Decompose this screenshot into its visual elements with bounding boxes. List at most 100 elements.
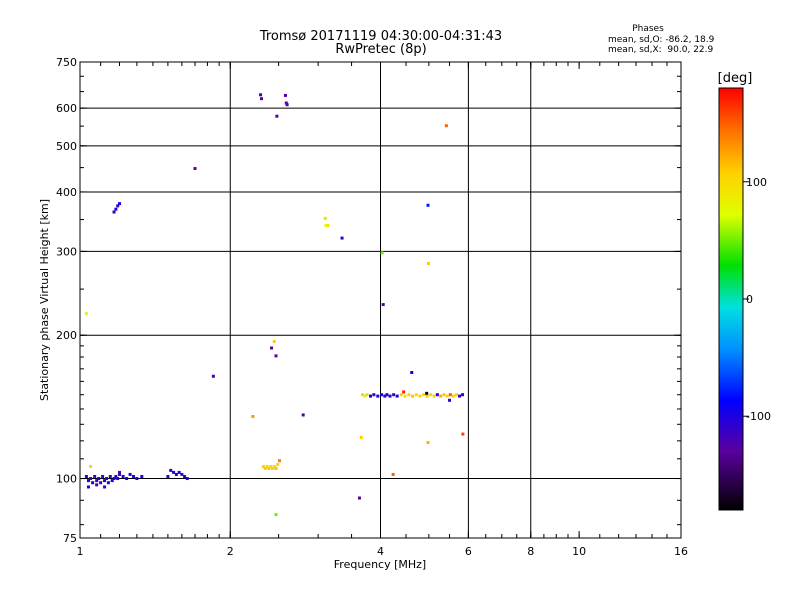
data-point [359,435,363,439]
data-point [275,114,279,118]
data-point [103,485,107,489]
data-point [251,414,255,418]
colorbar-axis: 100 0 -100 [743,176,771,423]
colorbar-tick-label: 0 [746,293,753,306]
data-point [426,203,430,207]
data-point [95,479,99,483]
data-point [193,167,197,171]
data-point [395,394,399,398]
data-point [381,303,385,307]
data-point [270,346,274,350]
data-point [411,394,415,398]
data-point [166,474,170,478]
data-point [461,393,465,397]
data-point [283,93,287,97]
data-point [128,472,132,476]
data-point [425,394,429,398]
data-point [259,93,263,97]
data-point [276,463,280,467]
chart-title: Tromsø 20171119 04:30:00-04:31:43 [259,29,502,44]
data-point [125,477,129,481]
x-tick-label: 6 [465,545,472,558]
data-point [461,432,465,436]
x-tick-label: 8 [527,545,534,558]
data-point [263,466,267,470]
data-point [183,474,187,478]
colorbar-label: [deg] [718,71,753,86]
y-tick-label: 100 [56,473,77,486]
data-point [363,394,367,398]
data-point [99,481,103,485]
data-point [403,394,407,398]
data-point [121,474,125,478]
data-point [418,394,422,398]
x-tick-label: 16 [674,545,688,558]
data-point [103,479,107,483]
data-point [369,394,373,398]
data-point [455,393,459,397]
data-point [429,393,433,397]
data-point [95,483,99,487]
data-point [426,441,430,445]
data-point [444,124,448,128]
data-point [97,477,101,481]
data-point [391,472,395,476]
data-point [114,207,118,211]
phase-box-x-line: mean, sd,X: 90.0, 22.9 [608,45,714,55]
data-point [426,261,430,265]
x-tick-label: 10 [572,545,586,558]
y-axis: 75 100 200 300 400 500 600 750 [56,56,681,545]
data-point [118,472,122,476]
data-point [340,236,344,240]
data-point [140,474,144,478]
data-point [448,398,452,402]
y-tick-label: 600 [56,102,77,115]
phase-box-o-line: mean, sd,O: -86.2, 18.9 [608,35,715,45]
data-point [104,477,108,481]
data-point [132,474,136,478]
data-point [435,393,439,397]
data-point [93,474,97,478]
data-point [383,394,387,398]
data-point [422,393,426,397]
y-tick-label: 75 [63,532,77,545]
chart-subtitle: RwPretec (8p) [335,42,426,57]
data-point [274,513,278,517]
data-point [274,354,278,358]
data-point [357,496,361,500]
x-tick-label: 2 [227,545,234,558]
data-point [414,393,418,397]
data-point [106,481,110,485]
data-point [116,477,120,481]
x-tick-label: 1 [77,545,84,558]
y-tick-label: 750 [56,56,77,69]
data-point [265,464,269,468]
data-point [380,251,384,255]
data-point [169,468,173,472]
data-point [410,371,414,375]
data-point [185,477,189,481]
data-point [360,393,364,397]
data-point [324,224,328,228]
data-point [114,474,118,478]
data-point [270,466,274,470]
data-point [101,474,105,478]
data-point [112,477,116,481]
data-point [392,393,396,397]
data-point [284,101,288,105]
phase-box-heading: Phases [632,24,664,34]
data-points [84,93,465,517]
data-point [108,474,112,478]
data-point [89,464,93,468]
data-point [402,390,406,394]
x-axis: 1 2 4 6 8 10 16 [77,62,688,558]
y-tick-label: 400 [56,186,77,199]
data-point [448,393,452,397]
data-point [458,394,462,398]
data-point [135,477,139,481]
colorbar-tick-label: -100 [746,410,771,423]
data-point [301,413,305,417]
data-point [84,312,88,316]
data-point [439,394,443,398]
